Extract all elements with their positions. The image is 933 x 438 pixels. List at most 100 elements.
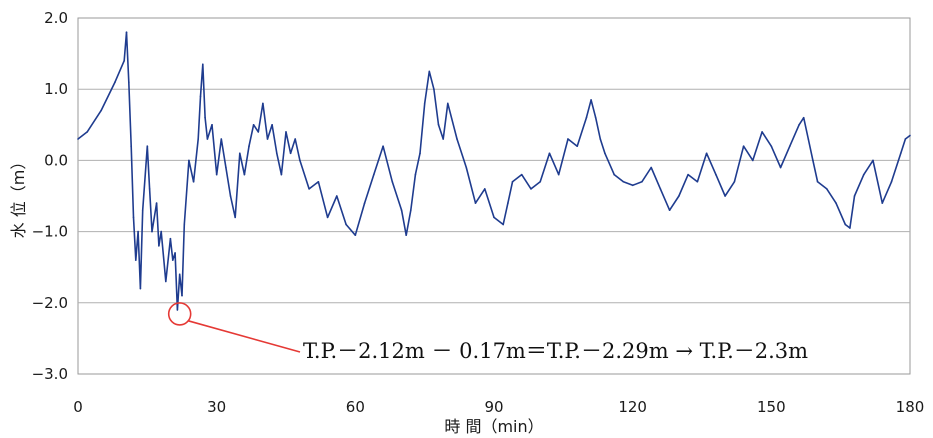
data-point (220, 138, 223, 140)
data-point (890, 180, 893, 183)
data-point (585, 116, 588, 119)
data-point (507, 202, 509, 204)
data-point (770, 145, 773, 147)
data-point (802, 116, 805, 119)
data-point (204, 116, 206, 119)
data-point (678, 195, 680, 197)
data-point (257, 131, 260, 133)
data-point (171, 259, 174, 261)
data-point (188, 159, 190, 162)
data-point (280, 173, 283, 176)
x-tick-label: 180 (896, 398, 925, 416)
data-point (146, 145, 149, 147)
data-point (835, 202, 837, 204)
data-point (165, 280, 167, 283)
data-point (599, 138, 602, 140)
data-point (134, 259, 137, 261)
data-point (382, 145, 384, 147)
data-point (139, 287, 142, 290)
data-points (77, 31, 911, 311)
data-point (114, 81, 116, 83)
data-point (354, 234, 357, 236)
annotation-circle (167, 302, 192, 326)
data-point (294, 138, 297, 140)
series-line (77, 31, 911, 311)
data-point (816, 180, 819, 183)
data-point (493, 216, 495, 219)
data-point (229, 195, 232, 197)
data-point (178, 273, 181, 276)
data-point (446, 102, 449, 105)
data-point (604, 152, 606, 155)
data-point (414, 173, 417, 176)
x-tick-label: 30 (207, 398, 226, 416)
data-point (100, 109, 102, 112)
data-point (437, 124, 440, 126)
data-point (128, 81, 130, 83)
data-point (752, 159, 754, 162)
x-tick-label: 150 (757, 398, 786, 416)
data-point (308, 188, 310, 190)
data-point (511, 180, 514, 183)
data-point (174, 252, 176, 254)
data-point (211, 124, 213, 126)
x-tick-label: 90 (484, 398, 503, 416)
data-point (373, 173, 375, 176)
data-point (391, 180, 394, 183)
grid-lines (78, 88, 910, 304)
data-point (317, 180, 320, 183)
data-point (202, 63, 204, 66)
data-point (169, 237, 172, 240)
data-point (631, 184, 634, 187)
data-point (622, 180, 625, 183)
data-point (789, 145, 791, 147)
data-point (86, 131, 89, 133)
data-point (696, 180, 699, 183)
data-point (275, 152, 278, 155)
x-tick-label: 0 (73, 398, 83, 416)
data-point (183, 223, 186, 226)
data-point (853, 195, 856, 197)
data-point (225, 166, 227, 169)
data-point (206, 138, 209, 140)
x-tick-labels: 0 30 60 90 120 150 180 (73, 398, 924, 416)
data-point (862, 173, 865, 176)
x-tick-label: 60 (346, 398, 365, 416)
data-point (844, 223, 847, 226)
data-point (849, 227, 851, 229)
y-tick-label: −1.0 (32, 223, 68, 241)
data-point (248, 145, 250, 147)
data-point (576, 145, 578, 147)
data-point (761, 131, 763, 133)
data-point (433, 88, 435, 90)
data-point (474, 202, 477, 204)
data-point (557, 173, 560, 176)
data-point (465, 166, 468, 169)
data-point (405, 234, 407, 236)
y-tick-label: −2.0 (32, 294, 68, 312)
data-point (590, 99, 592, 101)
data-point (613, 173, 615, 176)
data-point (812, 159, 814, 162)
data-point (266, 138, 269, 140)
annotation-leader-line (188, 320, 301, 353)
data-point (668, 209, 671, 212)
data-point (539, 180, 542, 183)
data-point (567, 138, 569, 140)
data-point (798, 124, 800, 126)
data-point (192, 180, 195, 183)
annotation-text: T.P.－2.12m － 0.17m＝T.P.－2.29m → T.P.－2.3… (303, 339, 808, 363)
data-point (141, 209, 144, 212)
data-point (326, 216, 329, 219)
y-axis-title: 水 位（m） (9, 154, 28, 239)
data-point (158, 245, 160, 247)
data-point (130, 145, 132, 147)
data-point (428, 70, 431, 73)
data-point (123, 59, 126, 62)
data-point (881, 202, 884, 204)
data-point (238, 152, 241, 155)
data-point (899, 152, 902, 155)
data-point (742, 145, 745, 147)
data-point (148, 188, 151, 190)
data-point (262, 102, 264, 105)
